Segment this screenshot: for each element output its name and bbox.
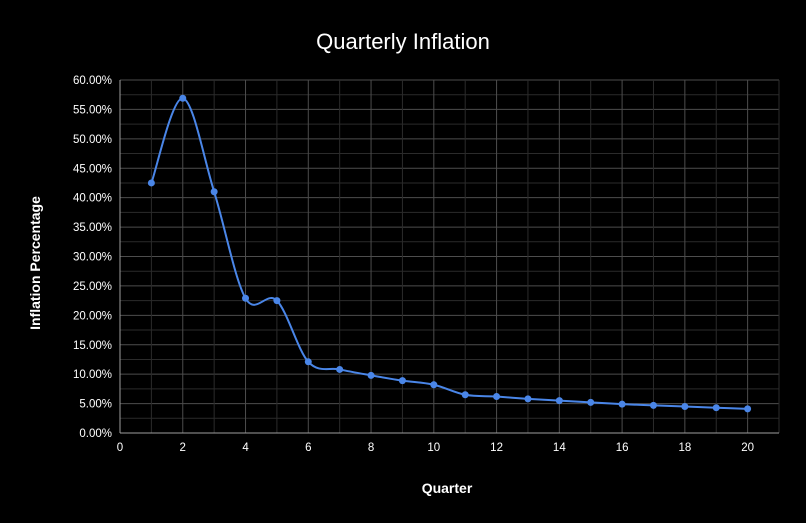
y-axis-ticks: 0.00% 5.00% 10.00% 15.00% 20.00% 25.00% 30.00%… bbox=[73, 75, 112, 440]
y-tick-label: 0.00% bbox=[79, 428, 112, 440]
data-point[interactable] bbox=[304, 358, 312, 366]
y-tick-label: 25.00% bbox=[73, 281, 112, 293]
data-point[interactable] bbox=[273, 297, 281, 305]
data-point[interactable] bbox=[242, 294, 250, 302]
data-point[interactable] bbox=[744, 405, 752, 413]
x-axis-title: Quarter bbox=[422, 480, 473, 496]
data-point[interactable] bbox=[367, 371, 375, 379]
x-tick-label: 16 bbox=[616, 442, 629, 454]
x-tick-label: 20 bbox=[741, 442, 754, 454]
data-point[interactable] bbox=[587, 398, 595, 406]
series-layer bbox=[147, 94, 752, 413]
data-point[interactable] bbox=[179, 94, 187, 102]
y-tick-label: 60.00% bbox=[73, 75, 112, 87]
data-point[interactable] bbox=[555, 397, 563, 405]
grid bbox=[119, 79, 780, 434]
y-tick-label: 15.00% bbox=[73, 340, 112, 352]
data-point[interactable] bbox=[712, 404, 720, 412]
data-point[interactable] bbox=[618, 400, 626, 408]
x-tick-label: 18 bbox=[678, 442, 691, 454]
y-tick-label: 45.00% bbox=[73, 163, 112, 175]
y-tick-label: 35.00% bbox=[73, 222, 112, 234]
x-tick-label: 2 bbox=[180, 442, 186, 454]
y-tick-label: 30.00% bbox=[73, 252, 112, 264]
data-point[interactable] bbox=[336, 365, 344, 373]
data-point[interactable] bbox=[147, 179, 155, 187]
chart-title: Quarterly Inflation bbox=[316, 29, 490, 54]
x-tick-label: 4 bbox=[242, 442, 249, 454]
x-axis-ticks: 0 2 4 6 8 10 12 14 16 18 20 bbox=[117, 442, 754, 454]
data-point[interactable] bbox=[681, 403, 689, 411]
y-axis-title: Inflation Percentage bbox=[27, 196, 43, 330]
series-line bbox=[150, 97, 748, 410]
data-point[interactable] bbox=[649, 401, 657, 409]
y-tick-label: 40.00% bbox=[73, 193, 112, 205]
y-tick-label: 20.00% bbox=[73, 310, 112, 322]
data-point[interactable] bbox=[461, 391, 469, 399]
x-tick-label: 8 bbox=[368, 442, 374, 454]
data-point[interactable] bbox=[430, 381, 438, 389]
y-tick-label: 50.00% bbox=[73, 134, 112, 146]
x-tick-label: 12 bbox=[490, 442, 503, 454]
x-tick-label: 6 bbox=[305, 442, 311, 454]
data-point[interactable] bbox=[493, 393, 501, 401]
y-tick-label: 55.00% bbox=[73, 104, 112, 116]
x-tick-label: 10 bbox=[427, 442, 440, 454]
data-point[interactable] bbox=[398, 377, 406, 385]
x-tick-label: 14 bbox=[553, 442, 566, 454]
data-point[interactable] bbox=[210, 188, 218, 196]
y-tick-label: 5.00% bbox=[79, 399, 112, 411]
y-tick-label: 10.00% bbox=[73, 369, 112, 381]
data-point[interactable] bbox=[524, 395, 532, 403]
x-tick-label: 0 bbox=[117, 442, 123, 454]
